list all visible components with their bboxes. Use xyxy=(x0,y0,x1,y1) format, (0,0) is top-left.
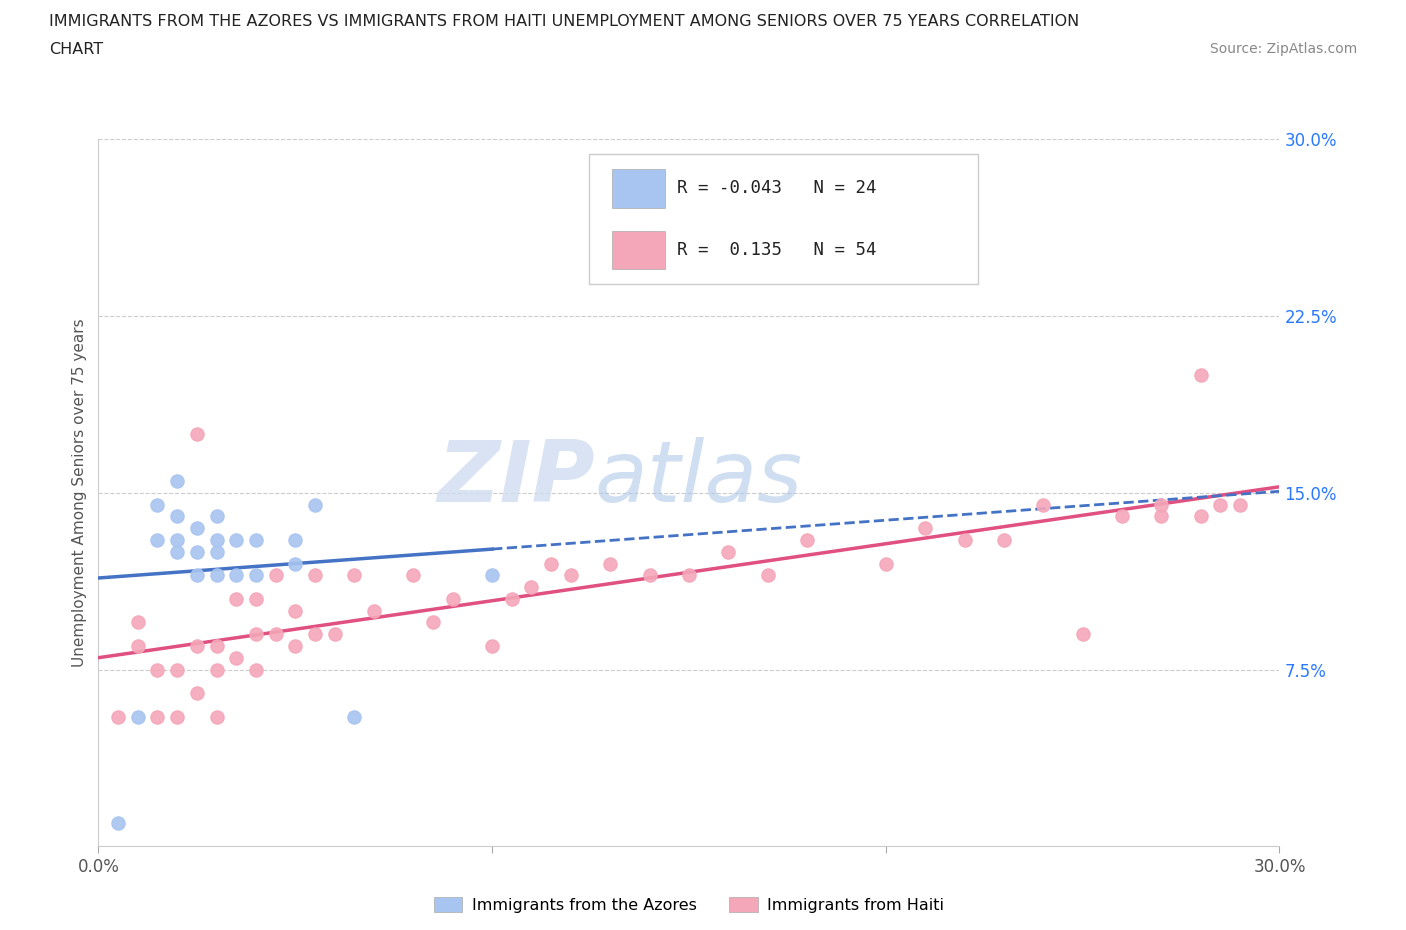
Point xyxy=(166,509,188,524)
Text: CHART: CHART xyxy=(49,42,103,57)
Text: atlas: atlas xyxy=(595,437,803,520)
Point xyxy=(186,568,208,583)
Point xyxy=(1150,509,1173,524)
Point xyxy=(756,568,779,583)
Text: R = -0.043   N = 24: R = -0.043 N = 24 xyxy=(678,179,876,197)
Point xyxy=(166,533,188,548)
Point xyxy=(304,498,326,512)
Point xyxy=(166,544,188,559)
Point xyxy=(245,591,267,606)
Point xyxy=(402,568,425,583)
Point xyxy=(304,627,326,642)
Point xyxy=(914,521,936,536)
Point xyxy=(284,533,307,548)
Point xyxy=(205,544,228,559)
Point xyxy=(146,662,169,677)
Point xyxy=(186,544,208,559)
Point xyxy=(245,568,267,583)
Point xyxy=(205,639,228,654)
Point xyxy=(520,579,543,594)
Point xyxy=(323,627,346,642)
Point xyxy=(1071,627,1094,642)
Point xyxy=(225,568,247,583)
Text: IMMIGRANTS FROM THE AZORES VS IMMIGRANTS FROM HAITI UNEMPLOYMENT AMONG SENIORS O: IMMIGRANTS FROM THE AZORES VS IMMIGRANTS… xyxy=(49,14,1080,29)
Point xyxy=(166,710,188,724)
Point xyxy=(225,533,247,548)
Text: ZIP: ZIP xyxy=(437,437,595,520)
Bar xyxy=(612,231,665,270)
Point xyxy=(166,473,188,488)
Point xyxy=(638,568,661,583)
Point xyxy=(1229,498,1251,512)
Point xyxy=(245,662,267,677)
Point xyxy=(875,556,897,571)
Point xyxy=(205,533,228,548)
Point xyxy=(953,533,976,548)
Y-axis label: Unemployment Among Seniors over 75 years: Unemployment Among Seniors over 75 years xyxy=(72,319,87,667)
Point xyxy=(205,568,228,583)
Point xyxy=(245,627,267,642)
Point xyxy=(205,662,228,677)
Text: R =  0.135   N = 54: R = 0.135 N = 54 xyxy=(678,241,876,259)
Point xyxy=(441,591,464,606)
Point xyxy=(343,710,366,724)
Point xyxy=(127,710,149,724)
Point xyxy=(186,427,208,442)
Point xyxy=(1189,509,1212,524)
Bar xyxy=(612,168,665,207)
Point xyxy=(264,627,287,642)
Point xyxy=(363,604,385,618)
Point xyxy=(186,521,208,536)
Point xyxy=(264,568,287,583)
Point xyxy=(1189,367,1212,382)
Point xyxy=(284,639,307,654)
Point xyxy=(1111,509,1133,524)
Point xyxy=(225,591,247,606)
Point xyxy=(186,639,208,654)
Point xyxy=(717,544,740,559)
Point xyxy=(1032,498,1054,512)
Point xyxy=(107,710,129,724)
Legend: Immigrants from the Azores, Immigrants from Haiti: Immigrants from the Azores, Immigrants f… xyxy=(427,891,950,920)
Point xyxy=(560,568,582,583)
Point xyxy=(1150,498,1173,512)
Point xyxy=(501,591,523,606)
Point xyxy=(343,568,366,583)
Point xyxy=(284,604,307,618)
FancyBboxPatch shape xyxy=(589,153,979,285)
Point xyxy=(599,556,621,571)
Point xyxy=(678,568,700,583)
Point xyxy=(1209,498,1232,512)
Point xyxy=(796,533,818,548)
Point xyxy=(127,639,149,654)
Point xyxy=(205,509,228,524)
Point xyxy=(146,533,169,548)
Point xyxy=(205,710,228,724)
Point xyxy=(225,650,247,665)
Point xyxy=(993,533,1015,548)
Point xyxy=(166,662,188,677)
Point xyxy=(304,568,326,583)
Point xyxy=(146,498,169,512)
Text: Source: ZipAtlas.com: Source: ZipAtlas.com xyxy=(1209,42,1357,56)
Point xyxy=(127,615,149,630)
Point xyxy=(481,568,503,583)
Point xyxy=(540,556,562,571)
Point xyxy=(186,685,208,700)
Point xyxy=(245,533,267,548)
Point xyxy=(422,615,444,630)
Point xyxy=(146,710,169,724)
Point xyxy=(107,816,129,830)
Point xyxy=(284,556,307,571)
Point xyxy=(481,639,503,654)
